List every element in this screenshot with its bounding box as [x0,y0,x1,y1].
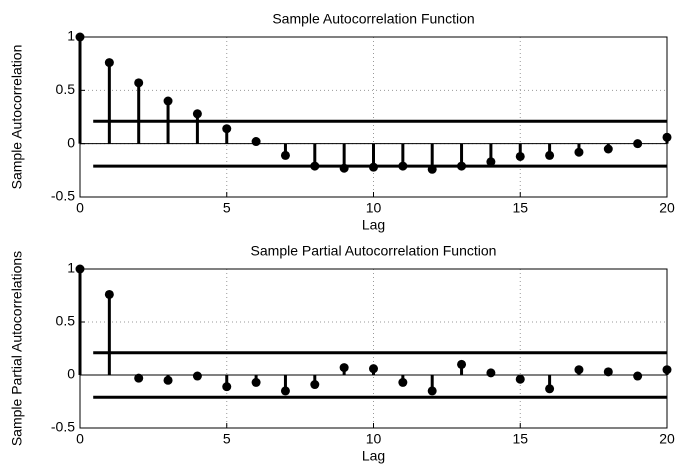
y-tick-label: -0.5 [51,188,75,204]
chart-title: Sample Autocorrelation Function [272,11,474,27]
x-axis-label: Lag [362,448,385,464]
stem-marker [486,157,496,167]
stem-marker [398,377,408,387]
x-tick-label: 10 [366,200,382,216]
stem-marker [427,164,437,174]
y-tick-label: 0.5 [56,81,76,97]
stem-marker [310,161,320,171]
stem-marker [633,139,643,149]
x-tick-label: 15 [512,431,528,447]
x-tick-label: 20 [659,431,675,447]
stem-marker [251,377,261,387]
stem-marker [515,374,525,384]
stem-marker [633,371,643,381]
x-tick-label: 10 [366,431,382,447]
stem-marker [163,96,173,106]
stem-marker [369,162,378,172]
stem-marker [545,384,555,394]
y-tick-label: 1 [67,260,75,276]
stem-marker [104,58,114,68]
x-tick-label: 5 [223,431,231,447]
stem-marker [280,150,290,160]
y-axis-label: Sample Partial Autocorrelations [9,251,25,446]
x-tick-label: 5 [223,200,231,216]
axes-frame [79,268,668,429]
x-tick-label: 0 [76,431,84,447]
stem-marker [369,364,378,374]
stem-marker [163,375,173,385]
stem-marker [603,144,613,154]
y-axis-label: Sample Autocorrelation [9,45,25,190]
stem-marker [310,380,320,390]
stem-marker [427,386,437,396]
stem-marker [280,386,290,396]
stem-marker [104,289,114,299]
stem-marker [574,147,584,157]
x-axis-label: Lag [362,217,385,233]
stem-marker [75,32,85,42]
stem-marker [222,382,232,392]
stem-marker [457,359,467,369]
y-tick-label: 0 [67,366,75,382]
stem-marker [75,264,85,274]
x-tick-label: 15 [512,200,528,216]
stem-marker [662,132,672,142]
stem-marker [457,161,467,171]
stem-marker [603,367,613,377]
stem-marker [398,161,408,171]
stem-marker [134,78,144,88]
stem-marker [222,124,232,134]
stem-marker [339,363,349,373]
stem-marker [515,151,525,161]
y-tick-label: 0 [67,134,75,150]
stem-marker [192,109,202,119]
stem-marker [192,371,202,381]
chart-title: Sample Partial Autocorrelation Function [251,243,497,259]
stem-marker [251,137,261,147]
x-tick-label: 20 [659,200,675,216]
stem-marker [545,150,555,160]
y-tick-label: 0.5 [56,313,76,329]
x-tick-label: 0 [76,200,84,216]
y-tick-label: 1 [67,28,75,44]
stem-marker [574,365,584,375]
stem-marker [339,163,349,173]
stem-marker [486,368,496,378]
stem-marker [662,365,672,375]
stem-marker [134,373,144,383]
y-tick-label: -0.5 [51,419,75,435]
